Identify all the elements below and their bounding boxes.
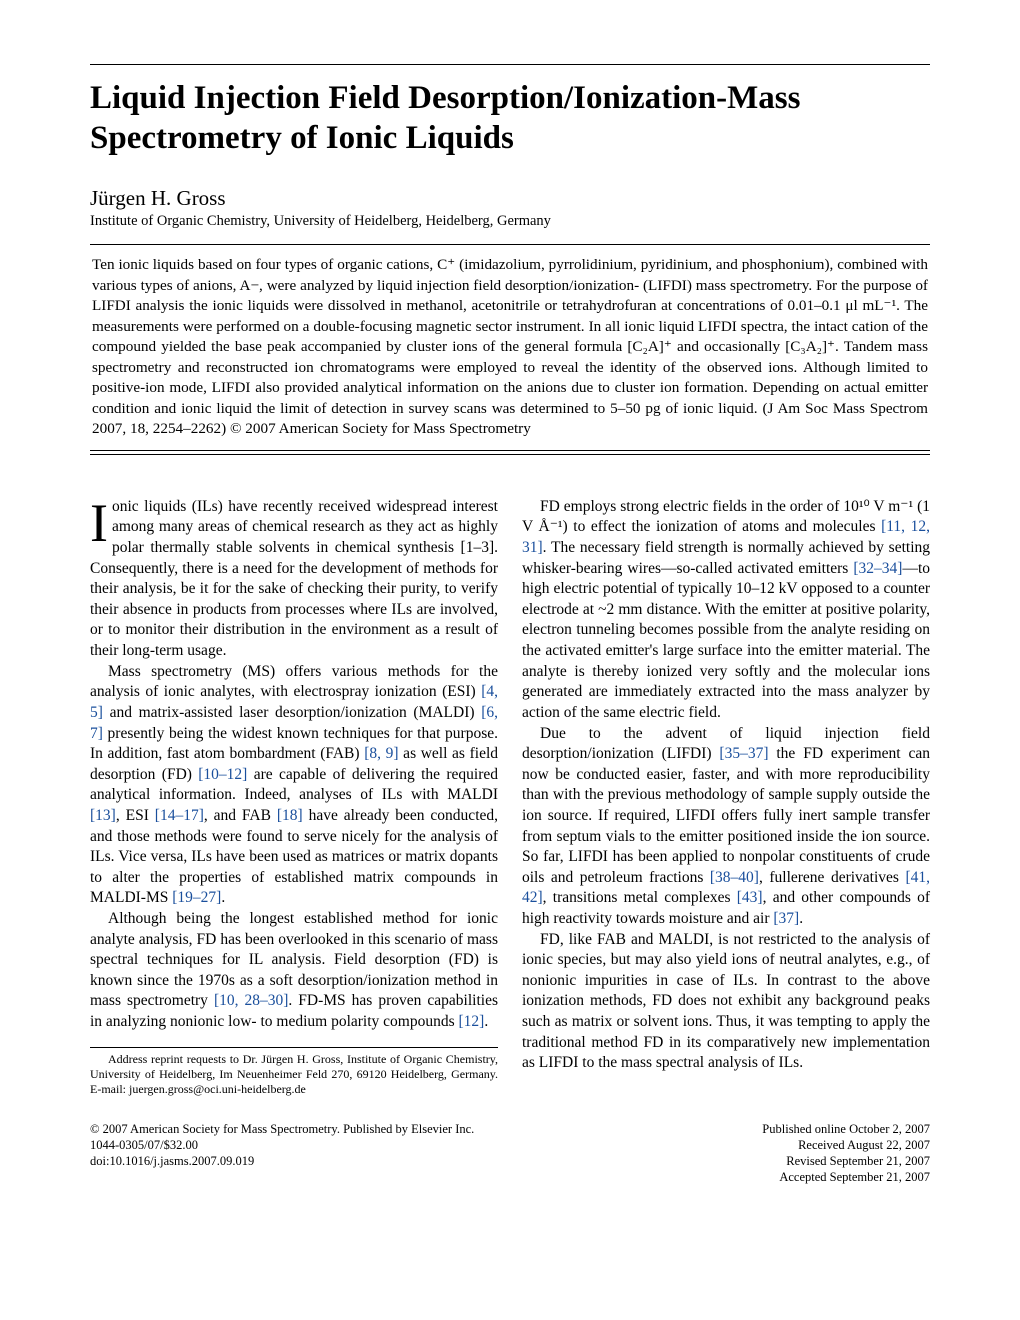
ref-18[interactable]: [18] (277, 807, 303, 824)
body-r2: Due to the advent of liquid injection fi… (522, 724, 930, 930)
body-columns: Ionic liquids (ILs) have recently receiv… (90, 497, 930, 1097)
article-title: Liquid Injection Field Desorption/Ioniza… (90, 79, 930, 158)
body-p3: Although being the longest established m… (90, 909, 498, 1033)
body-r1: FD employs strong electric fields in the… (522, 497, 930, 724)
footer: © 2007 American Society for Mass Spectro… (90, 1121, 930, 1186)
abstract-text: Ten ionic liquids based on four types of… (90, 255, 930, 440)
copyright-line: © 2007 American Society for Mass Spectro… (90, 1121, 474, 1137)
ref-10-12[interactable]: [10–12] (198, 766, 247, 783)
revised-line: Revised September 21, 2007 (762, 1153, 930, 1169)
body-p1: Ionic liquids (ILs) have recently receiv… (90, 497, 498, 662)
author-name: Jürgen H. Gross (90, 186, 930, 211)
reprint-footnote: Address reprint requests to Dr. Jürgen H… (90, 1052, 498, 1097)
right-column: FD employs strong electric fields in the… (522, 497, 930, 1097)
issn-price-line: 1044-0305/07/$32.00 (90, 1137, 474, 1153)
doi-line: doi:10.1016/j.jasms.2007.09.019 (90, 1153, 474, 1169)
ref-19-27[interactable]: [19–27] (172, 889, 221, 906)
dropcap: I (90, 497, 112, 547)
ref-43[interactable]: [43] (737, 889, 763, 906)
top-rule (90, 64, 930, 65)
abstract-bottom-rule-2 (90, 454, 930, 455)
ref-12[interactable]: [12] (459, 1013, 485, 1030)
ref-32-34[interactable]: [32–34] (853, 560, 902, 577)
ref-14-17[interactable]: [14–17] (155, 807, 204, 824)
ref-35-37[interactable]: [35–37] (719, 745, 768, 762)
footnote-separator (90, 1047, 498, 1048)
ref-38-40[interactable]: [38–40] (710, 869, 759, 886)
abstract-bottom-rule-1 (90, 450, 930, 451)
footer-right: Published online October 2, 2007 Receive… (762, 1121, 930, 1186)
received-line: Received August 22, 2007 (762, 1137, 930, 1153)
published-online-line: Published online October 2, 2007 (762, 1121, 930, 1137)
footer-left: © 2007 American Society for Mass Spectro… (90, 1121, 474, 1186)
accepted-line: Accepted September 21, 2007 (762, 1169, 930, 1185)
page: Liquid Injection Field Desorption/Ioniza… (0, 0, 1020, 1236)
abstract-top-rule (90, 244, 930, 245)
left-column: Ionic liquids (ILs) have recently receiv… (90, 497, 498, 1097)
body-r3: FD, like FAB and MALDI, is not restricte… (522, 930, 930, 1074)
ref-8-9[interactable]: [8, 9] (364, 745, 398, 762)
abstract: Ten ionic liquids based on four types of… (90, 255, 930, 440)
p1-text: onic liquids (ILs) have recently receive… (90, 498, 498, 659)
body-p2: Mass spectrometry (MS) offers various me… (90, 662, 498, 909)
ref-10-28-30[interactable]: [10, 28–30] (214, 992, 288, 1009)
ref-13[interactable]: [13] (90, 807, 116, 824)
author-affiliation: Institute of Organic Chemistry, Universi… (90, 213, 930, 230)
ref-37[interactable]: [37] (773, 910, 799, 927)
